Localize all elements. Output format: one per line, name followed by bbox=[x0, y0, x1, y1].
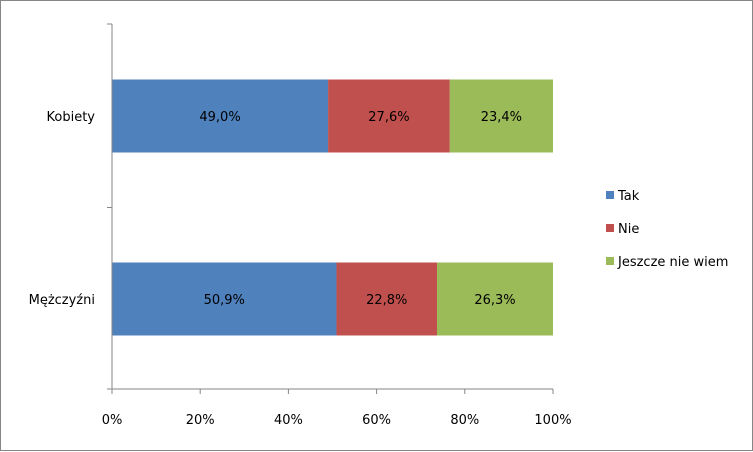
data-label: 50,9% bbox=[204, 293, 245, 308]
x-tick-label: 60% bbox=[362, 413, 391, 428]
data-label: 23,4% bbox=[481, 110, 522, 125]
x-tick-label: 40% bbox=[274, 413, 303, 428]
x-tick-label: 20% bbox=[186, 413, 215, 428]
bar-tak-0 bbox=[112, 79, 329, 153]
data-label: 49,0% bbox=[199, 110, 240, 125]
data-label: 22,8% bbox=[366, 293, 407, 308]
category-label: Kobiety bbox=[47, 110, 96, 125]
legend-label: Nie bbox=[618, 222, 639, 237]
category-label: Mężczyźni bbox=[29, 293, 95, 308]
bar-jeszcze-nie-wiem-1 bbox=[437, 262, 553, 336]
bar-nie-1 bbox=[336, 262, 438, 336]
x-tick-label: 0% bbox=[102, 413, 123, 428]
x-tick-label: 100% bbox=[534, 413, 571, 428]
bar-nie-0 bbox=[328, 79, 450, 153]
legend-swatch-nie bbox=[606, 224, 614, 232]
bar-tak-1 bbox=[112, 262, 337, 336]
legend-swatch-tak bbox=[606, 191, 614, 199]
legend-swatch-jeszcze-nie-wiem bbox=[606, 257, 614, 265]
legend-label: Tak bbox=[617, 189, 640, 204]
x-tick-label: 80% bbox=[450, 413, 479, 428]
data-label: 26,3% bbox=[474, 293, 515, 308]
legend-label: Jeszcze nie wiem bbox=[617, 255, 728, 270]
data-label: 27,6% bbox=[368, 110, 409, 125]
bar-jeszcze-nie-wiem-0 bbox=[449, 79, 553, 153]
